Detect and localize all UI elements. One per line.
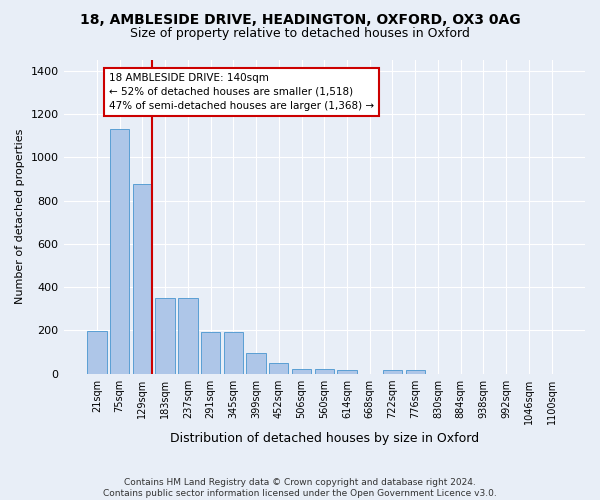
Text: 18, AMBLESIDE DRIVE, HEADINGTON, OXFORD, OX3 0AG: 18, AMBLESIDE DRIVE, HEADINGTON, OXFORD,…	[80, 12, 520, 26]
Bar	[87, 331, 107, 374]
Bar	[247, 352, 266, 374]
Bar	[292, 369, 311, 374]
Bar	[314, 369, 334, 374]
X-axis label: Distribution of detached houses by size in Oxford: Distribution of detached houses by size …	[170, 432, 479, 445]
Bar	[224, 332, 243, 374]
Text: 18 AMBLESIDE DRIVE: 140sqm
← 52% of detached houses are smaller (1,518)
47% of s: 18 AMBLESIDE DRIVE: 140sqm ← 52% of deta…	[109, 73, 374, 111]
Bar	[201, 332, 220, 374]
Bar	[155, 298, 175, 374]
Bar	[406, 370, 425, 374]
Text: Size of property relative to detached houses in Oxford: Size of property relative to detached ho…	[130, 28, 470, 40]
Bar	[337, 370, 356, 374]
Bar	[269, 362, 289, 374]
Bar	[110, 129, 130, 374]
Bar	[383, 370, 402, 374]
Y-axis label: Number of detached properties: Number of detached properties	[15, 129, 25, 304]
Text: Contains HM Land Registry data © Crown copyright and database right 2024.
Contai: Contains HM Land Registry data © Crown c…	[103, 478, 497, 498]
Bar	[133, 184, 152, 374]
Bar	[178, 298, 197, 374]
